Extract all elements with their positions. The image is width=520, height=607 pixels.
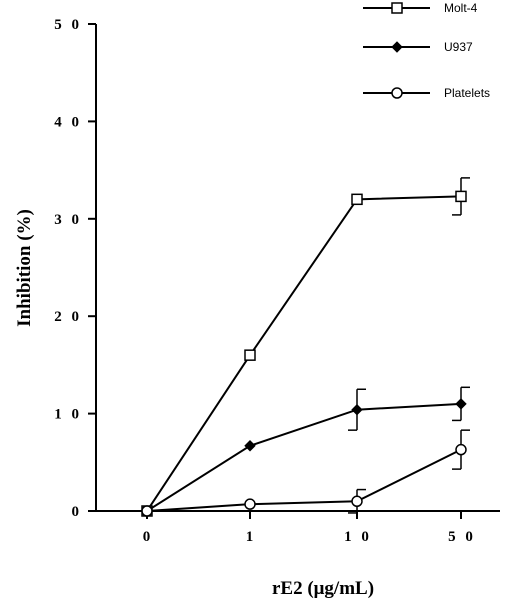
y-tick-label: 2 0 bbox=[54, 309, 82, 325]
data-point bbox=[244, 440, 256, 452]
y-tick-label: 4 0 bbox=[54, 114, 82, 130]
legend-item-platelets: Platelets bbox=[363, 86, 490, 100]
legend-label: U937 bbox=[444, 40, 473, 54]
legend-marker bbox=[391, 41, 403, 53]
legend-marker bbox=[391, 87, 403, 99]
legend-item-molt-4: Molt-4 bbox=[363, 1, 478, 15]
y-axis-title: Inhibition (%) bbox=[14, 209, 35, 327]
data-point bbox=[244, 349, 256, 361]
x-axis-title: rE2 (μg/mL) bbox=[272, 578, 374, 599]
series-line bbox=[146, 195, 462, 512]
series-layer bbox=[141, 177, 470, 517]
legend-item-u937: U937 bbox=[363, 40, 473, 54]
y-tick-label: 1 0 bbox=[54, 407, 82, 423]
data-point bbox=[351, 495, 363, 508]
x-tick-label: 0 bbox=[143, 529, 154, 545]
x-axis-ticks: 0 1 1 0 5 0 bbox=[143, 511, 476, 545]
y-tick-label: 0 bbox=[72, 504, 83, 520]
series-u937 bbox=[141, 386, 470, 517]
y-tick-label: 5 0 bbox=[54, 17, 82, 33]
x-tick-label: 5 0 bbox=[448, 529, 476, 545]
data-point bbox=[455, 398, 467, 410]
data-point bbox=[455, 443, 467, 456]
x-tick-label: 1 0 bbox=[344, 529, 372, 545]
data-point bbox=[351, 193, 363, 206]
legend-label: Platelets bbox=[444, 86, 490, 100]
series-molt-4 bbox=[141, 177, 470, 517]
data-point bbox=[455, 190, 467, 203]
x-tick-label: 1 bbox=[246, 529, 257, 545]
series-line bbox=[146, 448, 462, 512]
data-point bbox=[141, 505, 153, 517]
data-point bbox=[351, 403, 363, 416]
y-axis-ticks: 0 1 0 2 0 3 0 4 0 5 0 bbox=[54, 17, 96, 520]
legend-marker bbox=[391, 2, 403, 14]
legend: Molt-4 U937 Platelets bbox=[363, 1, 490, 100]
data-point bbox=[244, 498, 256, 510]
series-line bbox=[146, 402, 462, 512]
series-platelets bbox=[141, 429, 470, 517]
legend-label: Molt-4 bbox=[444, 1, 478, 15]
y-tick-label: 3 0 bbox=[54, 212, 82, 228]
